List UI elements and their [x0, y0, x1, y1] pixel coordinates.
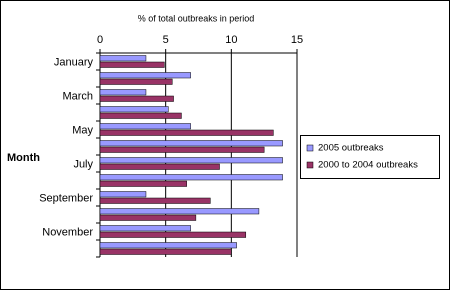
y-tick-label: March	[62, 90, 93, 102]
x-tick-label: 10	[225, 34, 237, 46]
legend-label: 2000 to 2004 outbreaks	[318, 160, 418, 171]
bar	[99, 106, 169, 113]
x-tick-label: 15	[291, 34, 303, 46]
bar	[99, 231, 247, 238]
bar	[99, 242, 237, 249]
legend-label: 2005 outbreaks	[318, 143, 384, 154]
y-axis-title: Month	[7, 152, 40, 164]
bar	[99, 61, 165, 68]
bar	[99, 225, 191, 232]
bar	[99, 163, 220, 170]
bar	[99, 55, 147, 62]
bar	[99, 146, 265, 153]
bar	[99, 248, 232, 255]
y-tick-label: November	[42, 226, 93, 238]
x-axis-title: % of total outbreaks in period	[138, 13, 255, 23]
bar	[99, 180, 187, 187]
bar	[99, 208, 260, 215]
y-tick-label: July	[73, 158, 93, 170]
bar	[99, 123, 191, 130]
bar	[99, 197, 211, 204]
bar	[99, 112, 182, 119]
bar	[99, 140, 283, 147]
x-tick-label: 5	[163, 34, 169, 46]
bar	[99, 78, 173, 85]
bar	[99, 157, 283, 164]
bar	[99, 89, 147, 96]
bar	[99, 95, 174, 102]
bar	[99, 129, 274, 136]
bar	[99, 191, 147, 198]
y-tick-label: May	[72, 124, 93, 136]
legend-box	[300, 135, 440, 179]
bar	[99, 72, 191, 79]
legend-swatch	[306, 161, 314, 169]
y-tick-label: January	[54, 56, 94, 68]
bar	[99, 174, 283, 181]
y-tick-label: September	[39, 192, 93, 204]
x-tick-label: 0	[97, 34, 103, 46]
legend-swatch	[306, 144, 314, 152]
bar	[99, 214, 197, 221]
